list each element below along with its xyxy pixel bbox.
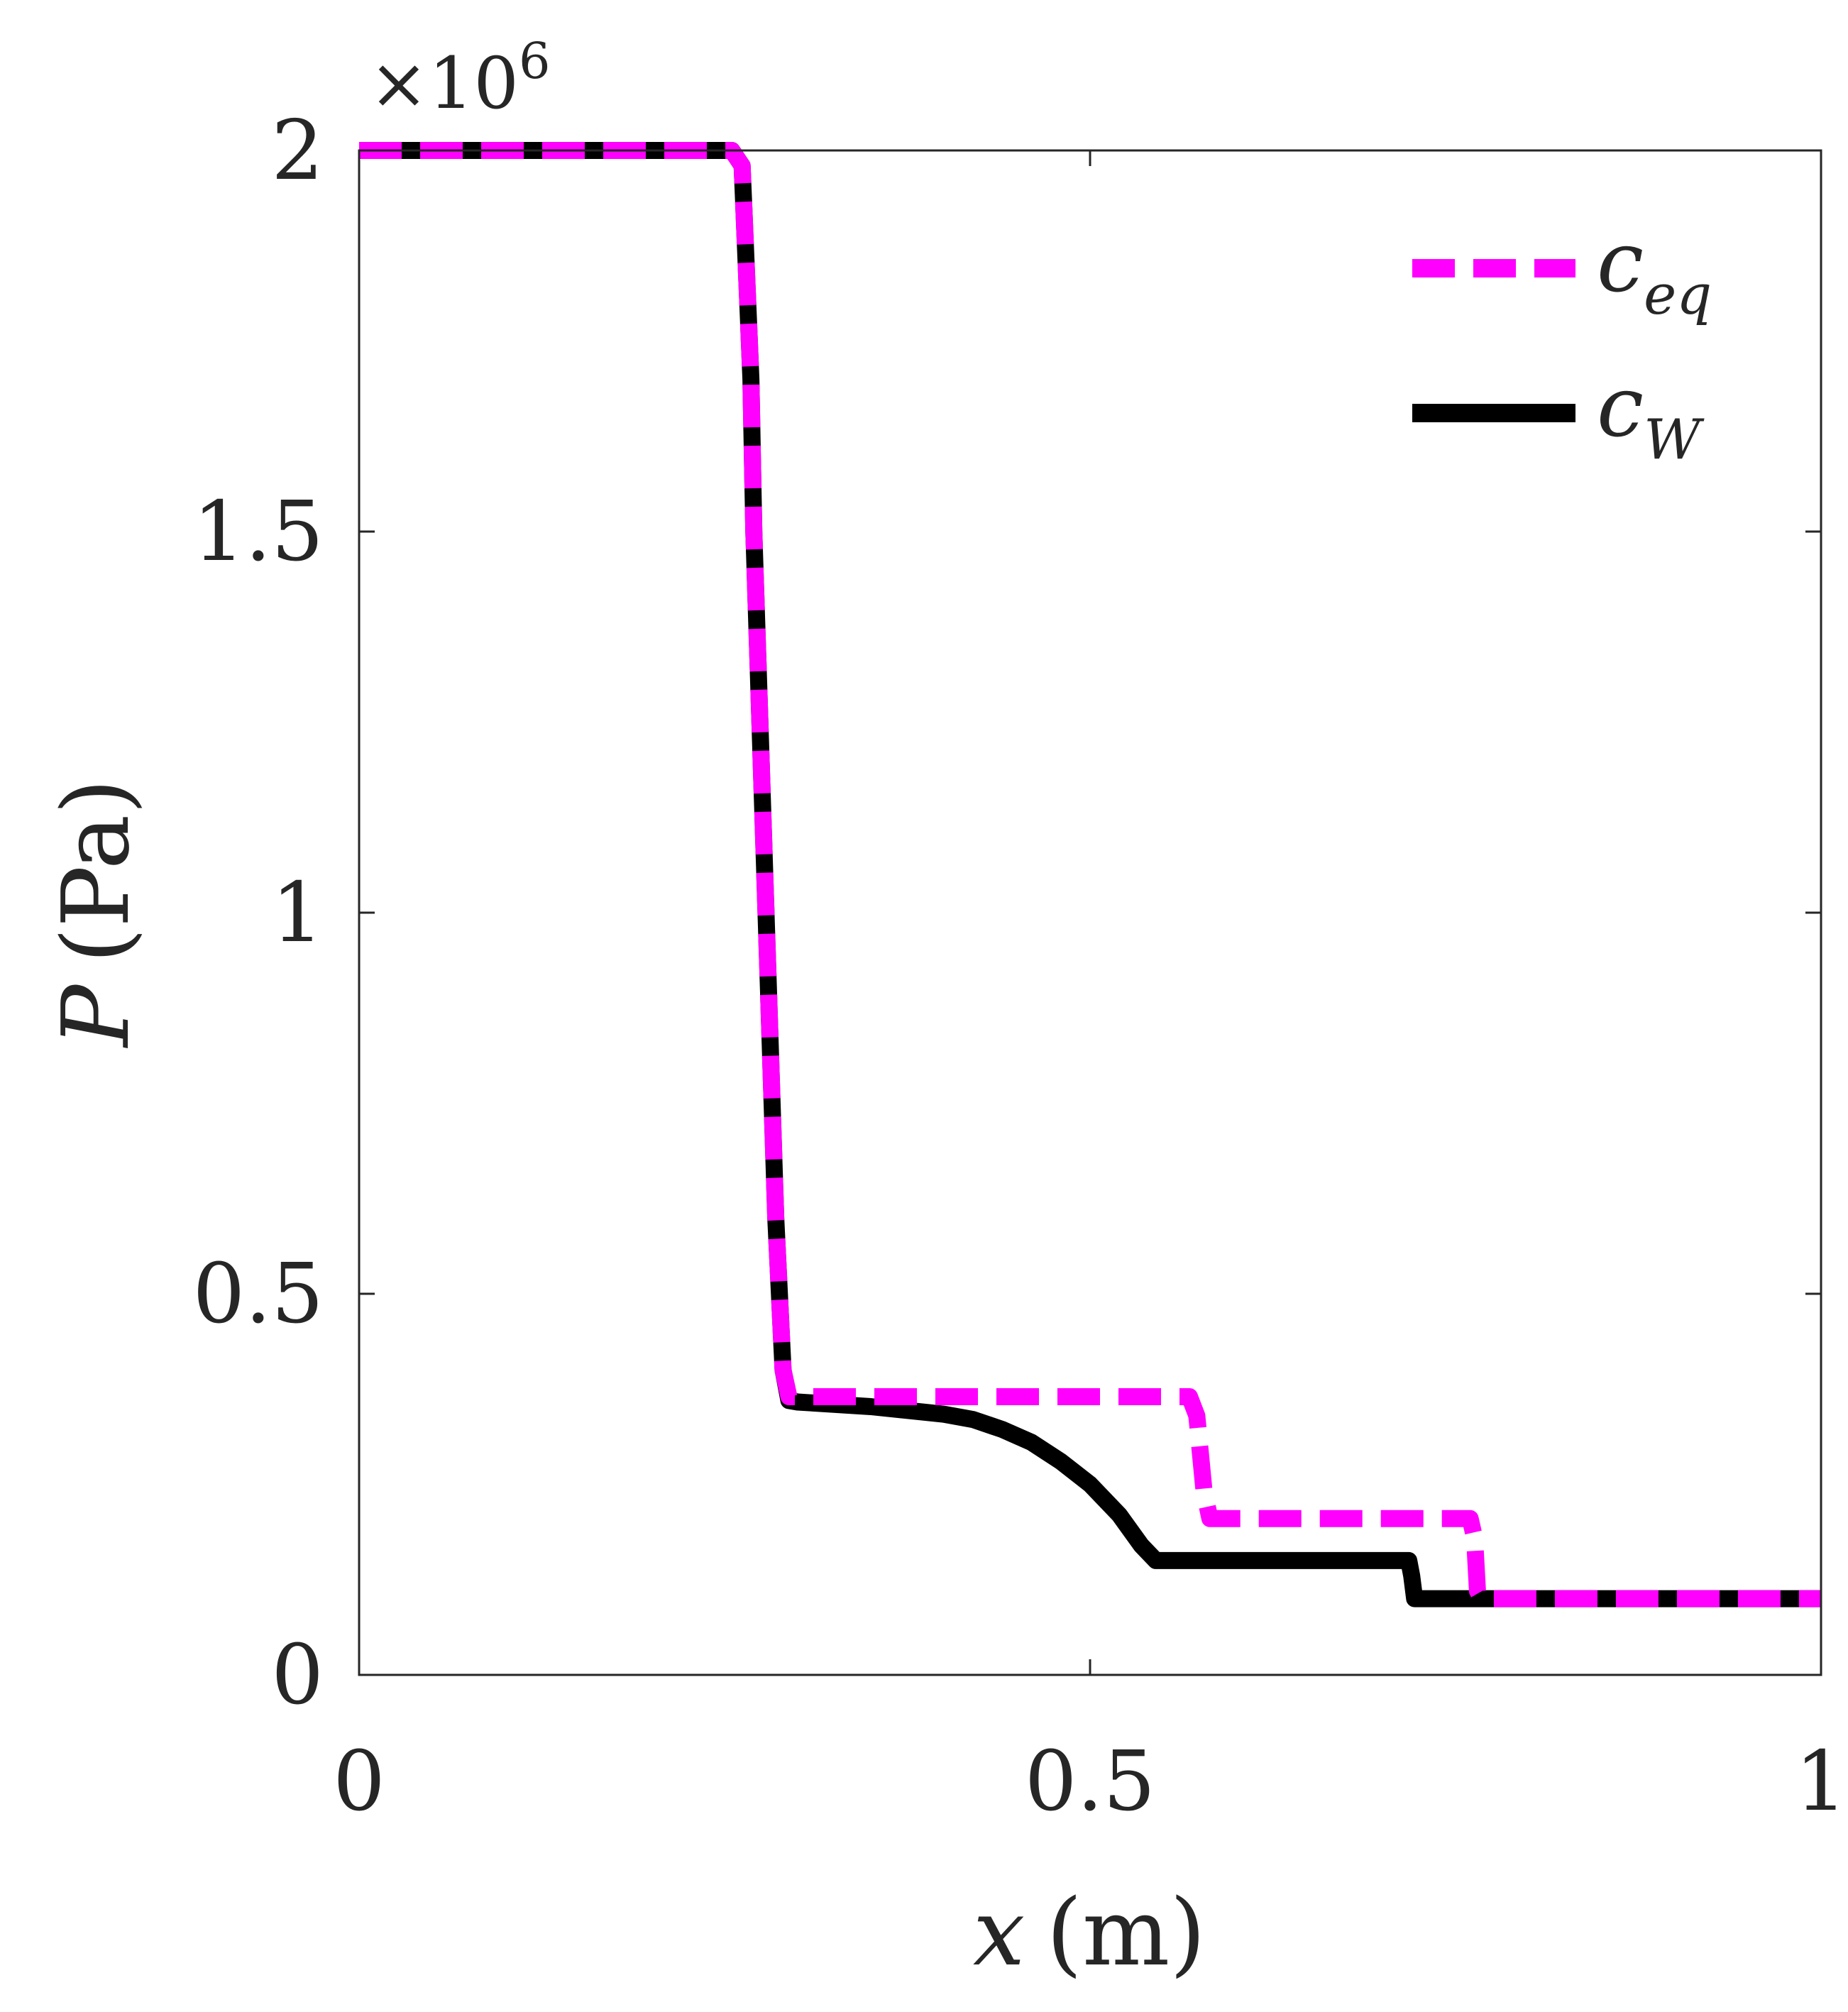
- y-axis-unit: (Pa): [42, 779, 150, 964]
- y-tick-label-4: 2: [271, 103, 324, 199]
- ticks-layer: 0 0.5 1 0 0.5 1 1.5 2: [193, 103, 1847, 1830]
- legend: ceq cW: [1412, 213, 1712, 472]
- series-line-c-eq: [359, 142, 1821, 1607]
- y-axis-variable: P: [42, 983, 150, 1048]
- y-tick-label-0: 0: [271, 1627, 324, 1723]
- legend-label-c-eq-sub: eq: [1644, 263, 1712, 327]
- legend-label-c-w: cW: [1597, 358, 1705, 472]
- plot-area: [359, 150, 1821, 1675]
- plot-area-fill: [359, 150, 1821, 1675]
- y-tick-label-2: 1: [271, 865, 324, 961]
- series-layer: [359, 142, 1821, 1607]
- y-tick-label-3: 1.5: [193, 484, 324, 580]
- x-tick-label-2: 1: [1795, 1734, 1847, 1830]
- labels-layer: ×106 x (m) P (Pa): [42, 32, 1206, 1986]
- y-tick-label-1: 0.5: [193, 1246, 324, 1342]
- legend-label-c-w-base: c: [1597, 358, 1644, 456]
- x-axis-unit: (m): [1046, 1879, 1206, 1986]
- y-exponent-base: ×10: [369, 42, 519, 125]
- y-axis-label: P (Pa): [42, 779, 150, 1048]
- legend-label-c-eq-base: c: [1597, 213, 1644, 311]
- x-axis-label: x (m): [973, 1879, 1206, 1986]
- x-tick-label-0: 0: [333, 1734, 385, 1830]
- legend-label-c-eq: ceq: [1597, 213, 1712, 327]
- x-axis-variable: x: [973, 1879, 1025, 1986]
- y-exponent-label: ×106: [369, 32, 551, 125]
- x-tick-label-1: 0.5: [1025, 1734, 1155, 1830]
- y-exponent-power: 6: [519, 32, 551, 90]
- legend-label-c-w-sub: W: [1644, 408, 1705, 472]
